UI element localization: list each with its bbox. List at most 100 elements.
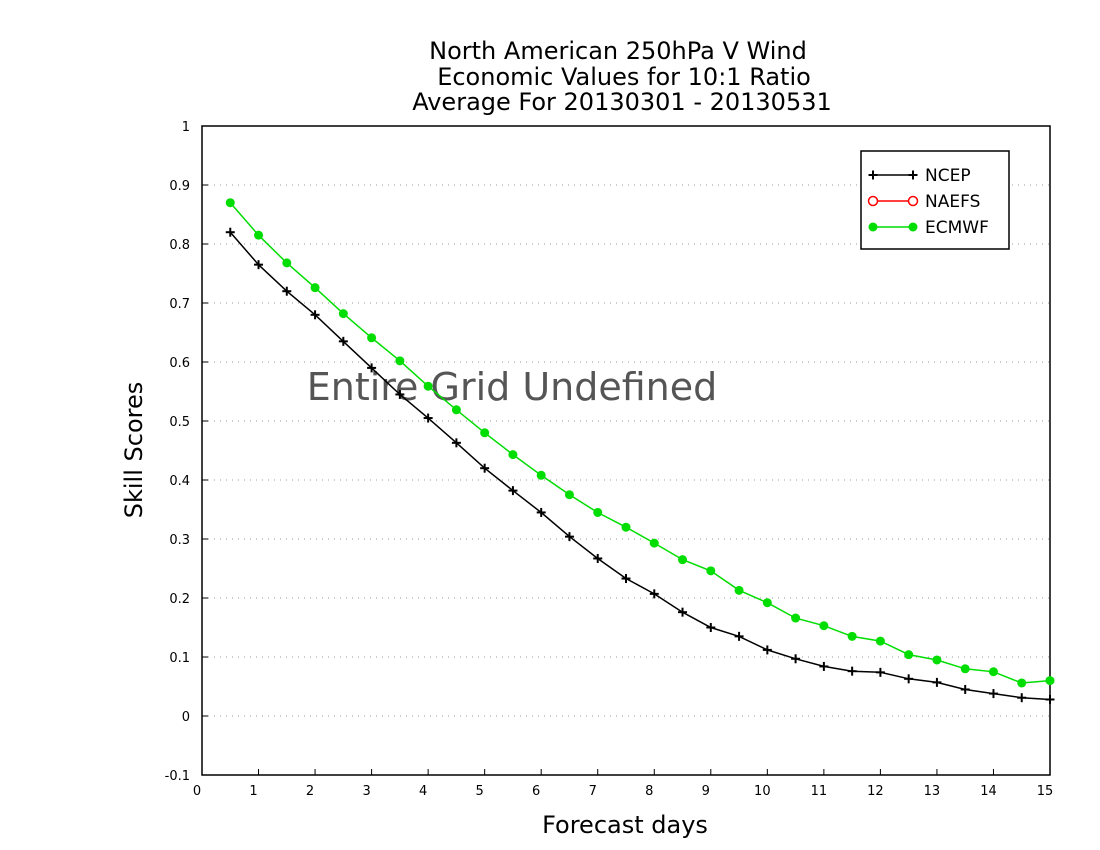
data-point-ecmwf — [734, 585, 744, 595]
data-point-ncep — [988, 689, 998, 699]
data-point-ncep — [621, 574, 631, 584]
x-tick-label: 12 — [867, 784, 884, 799]
legend-marker — [867, 195, 879, 207]
data-point-ecmwf — [282, 258, 292, 268]
x-axis: 0 1 2 3 4 5 6 7 8 9 10 11 12 13 14 15 — [193, 769, 1053, 799]
data-point-ncep — [847, 666, 857, 676]
x-tick-label: 8 — [645, 784, 653, 799]
data-point-ecmwf — [678, 555, 688, 565]
data-point-ecmwf — [225, 198, 235, 208]
x-tick-label: 2 — [306, 784, 314, 799]
y-tick-label: 1 — [182, 120, 190, 135]
data-point-ecmwf — [451, 405, 461, 415]
data-point-ncep — [819, 661, 829, 671]
legend-marker — [908, 222, 918, 232]
chart-title-line-1: North American 250hPa V Wind — [429, 37, 807, 65]
y-tick-label: 0.3 — [169, 533, 190, 548]
data-point-ncep — [875, 667, 885, 677]
data-point-ncep — [932, 677, 942, 687]
series-ncep — [225, 227, 1055, 704]
chart-title: North American 250hPa V Wind Economic Va… — [412, 37, 832, 116]
legend: NCEP NAEFS ECMWF — [860, 150, 1010, 250]
x-tick-label: 0 — [193, 784, 201, 799]
data-point-ncep — [1017, 693, 1027, 703]
data-point-ecmwf — [338, 309, 348, 319]
overlay-annotation: Entire Grid Undefined — [307, 365, 718, 409]
data-point-ncep — [254, 260, 264, 270]
data-point-ecmwf — [649, 538, 659, 548]
legend-marker — [868, 222, 878, 232]
legend-item-ecmwf: ECMWF — [868, 218, 989, 238]
data-point-ncep — [791, 654, 801, 664]
series-ecmwf — [225, 198, 1055, 688]
data-point-ncep — [678, 607, 688, 617]
data-point-ncep — [649, 589, 659, 599]
data-point-ncep — [225, 227, 235, 237]
y-tick-label: 0.5 — [169, 415, 190, 430]
data-point-ecmwf — [875, 636, 885, 646]
data-point-ecmwf — [310, 283, 320, 293]
x-tick-label: 10 — [754, 784, 771, 799]
y-axis: -0.1 0 0.1 0.2 0.3 0.4 0.5 0.6 0.7 0.8 0.9 1 — [165, 120, 208, 784]
series-layer — [225, 198, 1055, 704]
plot-area — [201, 125, 1051, 776]
data-point-ecmwf — [819, 621, 829, 631]
x-tick-label: 14 — [980, 784, 997, 799]
data-point-ncep — [367, 363, 377, 373]
y-tick-label: 0.7 — [169, 297, 190, 312]
series-line-ncep — [229, 231, 1051, 701]
legend-label-ncep: NCEP — [925, 166, 971, 186]
series-line-ecmwf — [229, 202, 1051, 684]
data-point-ncep — [480, 463, 490, 473]
legend-item-naefs: NAEFS — [867, 192, 980, 212]
legend-marker — [907, 195, 919, 207]
data-point-ecmwf — [904, 650, 914, 660]
data-point-ecmwf — [254, 230, 264, 240]
legend-marker — [868, 170, 878, 180]
data-point-ncep — [960, 684, 970, 694]
legend-label-ecmwf: ECMWF — [925, 218, 989, 238]
y-tick-label: 0.4 — [169, 474, 190, 489]
x-axis-label: Forecast days — [542, 811, 708, 839]
y-tick-label: 0.8 — [169, 238, 190, 253]
data-point-ecmwf — [706, 566, 716, 576]
y-tick-label: 0 — [182, 710, 190, 725]
data-point-ncep — [536, 507, 546, 517]
data-point-ecmwf — [536, 470, 546, 480]
y-tick-label: 0.9 — [169, 179, 190, 194]
y-tick-label: 0.6 — [169, 356, 190, 371]
x-tick-label: 1 — [249, 784, 257, 799]
data-point-ecmwf — [367, 333, 377, 343]
data-point-ncep — [734, 631, 744, 641]
data-point-ecmwf — [621, 522, 631, 532]
data-point-ecmwf — [762, 598, 772, 608]
x-tick-label: 5 — [476, 784, 484, 799]
data-point-ecmwf — [1017, 678, 1027, 688]
x-tick-label: 11 — [811, 784, 828, 799]
x-tick-label: 13 — [924, 784, 941, 799]
data-point-ncep — [395, 389, 405, 399]
data-point-ecmwf — [847, 631, 857, 641]
data-point-ecmwf — [395, 356, 405, 366]
data-point-ecmwf — [423, 381, 433, 391]
data-point-ncep — [451, 438, 461, 448]
y-tick-label: 0.2 — [169, 592, 190, 607]
data-point-ncep — [706, 623, 716, 632]
data-point-ecmwf — [960, 664, 970, 674]
legend-box — [860, 150, 1010, 250]
data-point-ncep — [1045, 694, 1055, 704]
data-point-ecmwf — [593, 507, 603, 517]
x-tick-label: 9 — [702, 784, 710, 799]
data-point-ecmwf — [1045, 676, 1055, 686]
data-point-ecmwf — [564, 490, 574, 500]
legend-marker — [908, 170, 918, 180]
data-point-ncep — [423, 413, 433, 423]
data-point-ncep — [310, 310, 320, 320]
legend-label-naefs: NAEFS — [925, 192, 980, 212]
data-point-ncep — [564, 532, 574, 542]
data-point-ncep — [338, 336, 348, 346]
gridlines — [202, 184, 1050, 717]
data-point-ncep — [593, 553, 603, 563]
data-point-ncep — [282, 286, 292, 296]
